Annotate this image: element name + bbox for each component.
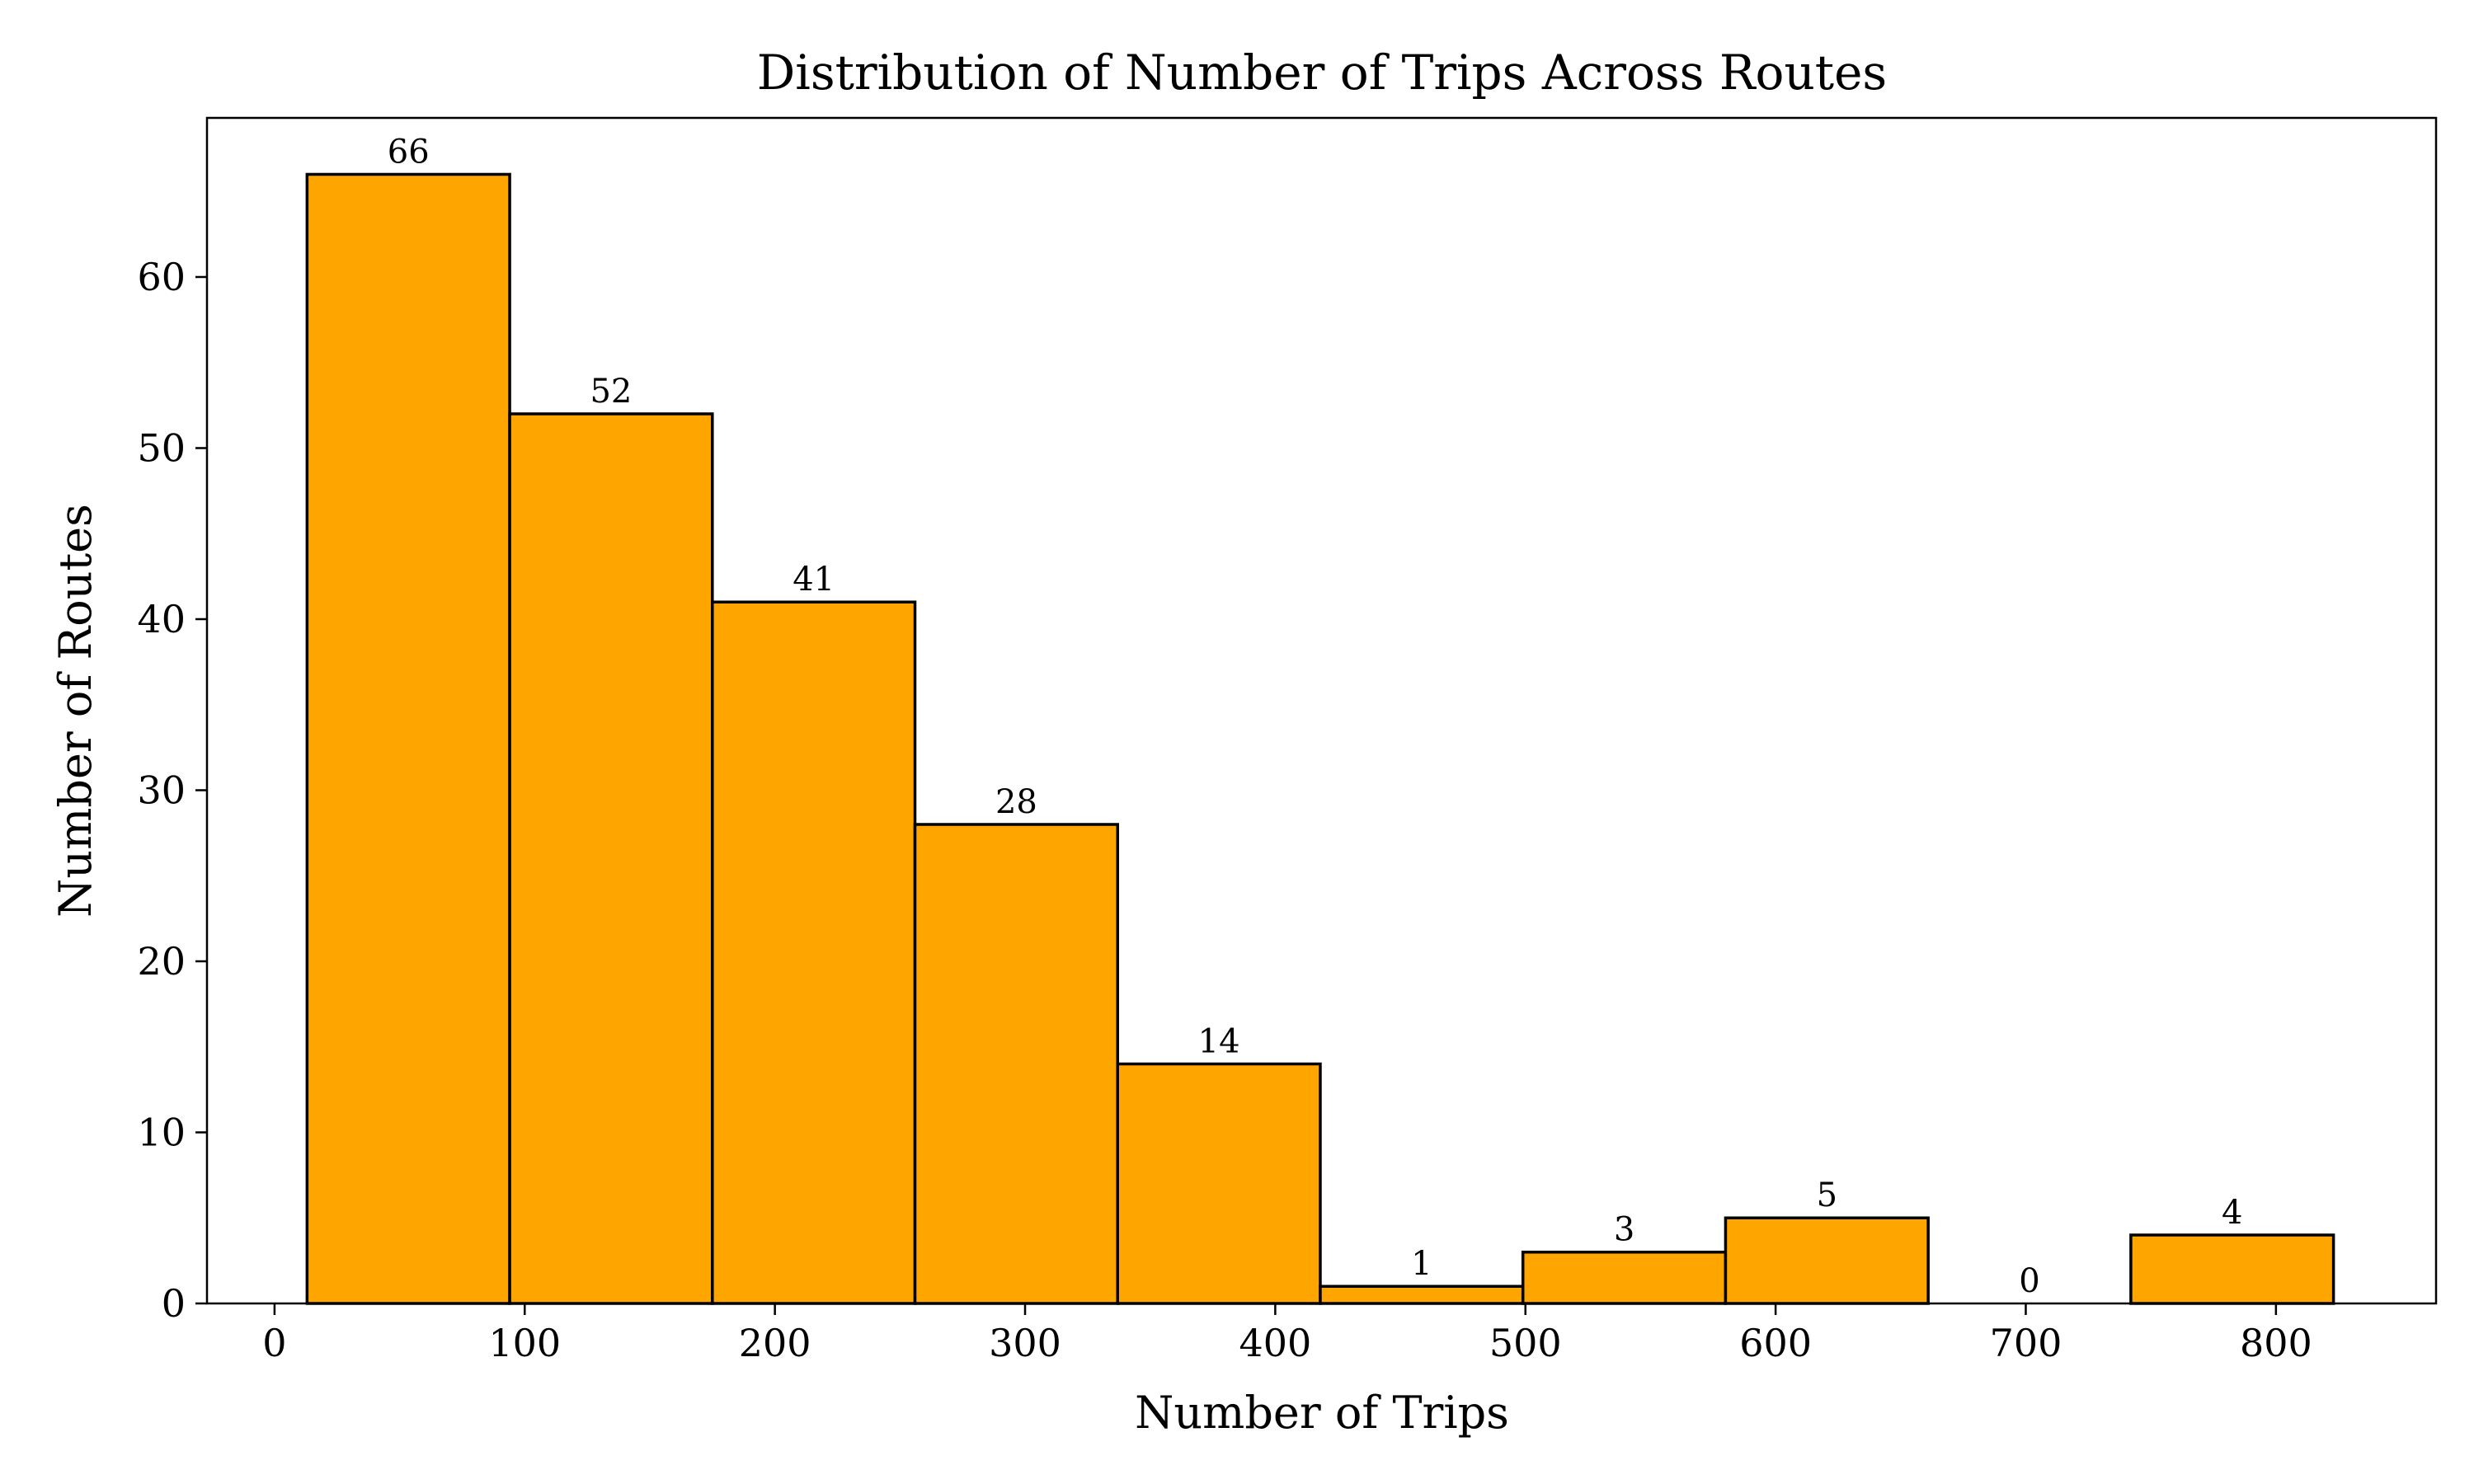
y-tick-label-0: 0	[162, 1281, 186, 1326]
x-tick-label-2: 200	[739, 1321, 811, 1365]
bar-value-label-0: 66	[388, 133, 430, 171]
x-tick-label-4: 400	[1239, 1321, 1311, 1365]
x-tick-label-7: 700	[1990, 1321, 2062, 1365]
x-tick-label-3: 300	[989, 1321, 1061, 1365]
bar-5	[1319, 1284, 1525, 1305]
x-tick-label-8: 800	[2240, 1321, 2312, 1365]
y-tick-label-2: 20	[137, 939, 186, 984]
x-tick-label-1: 100	[488, 1321, 561, 1365]
bar-value-label-7: 5	[1817, 1176, 1837, 1214]
bar-value-labels: 66 52 41 28 14 1 3 5 0 4	[388, 133, 2243, 1300]
x-axis: 0 100 200 300 400 500 600 700 800	[262, 1303, 2312, 1365]
bar-value-label-4: 14	[1198, 1022, 1240, 1060]
x-tick-label-5: 500	[1489, 1321, 1562, 1365]
bars	[305, 172, 2335, 1305]
bar-0	[305, 172, 511, 1305]
bar-1	[508, 412, 714, 1305]
x-tick-label-0: 0	[262, 1321, 286, 1365]
y-tick-label-5: 50	[137, 425, 186, 470]
y-axis-label: Number of Routes	[49, 504, 101, 918]
bar-value-label-9: 4	[2222, 1194, 2242, 1232]
bar-value-label-8: 0	[2019, 1262, 2039, 1300]
y-tick-label-6: 60	[137, 255, 186, 299]
bar-value-label-6: 3	[1614, 1211, 1634, 1249]
bar-value-label-2: 41	[793, 561, 835, 599]
bar-value-label-1: 52	[590, 373, 632, 411]
bar-4	[1116, 1062, 1322, 1305]
bar-6	[1521, 1250, 1728, 1305]
x-tick-label-6: 600	[1739, 1321, 1812, 1365]
y-tick-label-1: 10	[137, 1110, 186, 1154]
x-axis-label: Number of Trips	[1135, 1387, 1509, 1439]
plot-frame	[205, 116, 2438, 1305]
bar-value-label-5: 1	[1411, 1245, 1432, 1283]
y-tick-label-4: 40	[137, 597, 186, 641]
bar-2	[711, 600, 917, 1305]
y-tick-label-3: 30	[137, 768, 186, 812]
chart-title: Distribution of Number of Trips Across R…	[757, 45, 1887, 101]
bar-7	[1724, 1216, 1930, 1305]
bar-value-label-3: 28	[995, 783, 1037, 821]
bar-3	[913, 823, 1120, 1305]
y-axis: 0 10 20 30 40 50 60	[137, 255, 207, 1326]
bar-9	[2129, 1233, 2335, 1305]
